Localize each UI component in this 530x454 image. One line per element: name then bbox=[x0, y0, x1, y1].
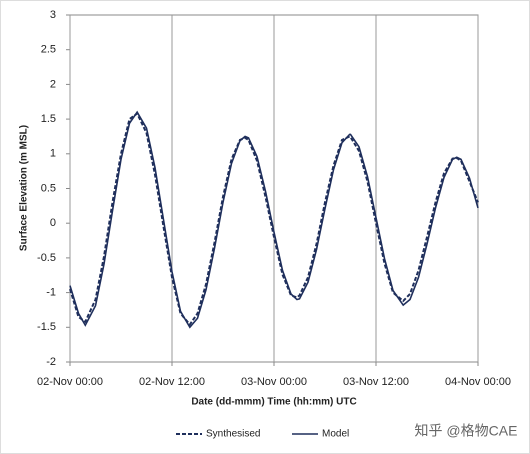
x-tick-label: 03-Nov 00:00 bbox=[241, 376, 307, 388]
line-series bbox=[69, 112, 479, 327]
y-tick-label: 1.5 bbox=[41, 113, 56, 125]
y-tick-label: 0.5 bbox=[41, 182, 56, 194]
y-tick-label: 2 bbox=[50, 78, 56, 90]
line-series bbox=[69, 110, 479, 329]
x-tick-label: 03-Nov 12:00 bbox=[343, 376, 409, 388]
y-tick-label: 0 bbox=[50, 217, 56, 229]
legend-label: Synthesised bbox=[206, 429, 260, 440]
y-tick-label: -0.5 bbox=[37, 252, 56, 264]
y-tick-label: 3 bbox=[50, 9, 56, 21]
y-tick-label: 2.5 bbox=[41, 44, 56, 56]
y-tick-label: -1 bbox=[46, 287, 56, 299]
y-tick-label: -1.5 bbox=[37, 321, 56, 333]
x-tick-label: 02-Nov 00:00 bbox=[37, 376, 103, 388]
legend-label: Model bbox=[322, 429, 349, 440]
x-axis-title: Date (dd-mmm) Time (hh:mm) UTC bbox=[191, 397, 356, 408]
y-axis-title: Surface Elevation (m MSL) bbox=[19, 125, 30, 251]
x-tick-label: 04-Nov 00:00 bbox=[445, 376, 511, 388]
y-tick-label: 1 bbox=[50, 148, 56, 160]
x-tick-label: 02-Nov 12:00 bbox=[139, 376, 205, 388]
y-tick-label: -2 bbox=[46, 356, 56, 368]
watermark: 知乎 @格物CAE bbox=[415, 423, 518, 439]
